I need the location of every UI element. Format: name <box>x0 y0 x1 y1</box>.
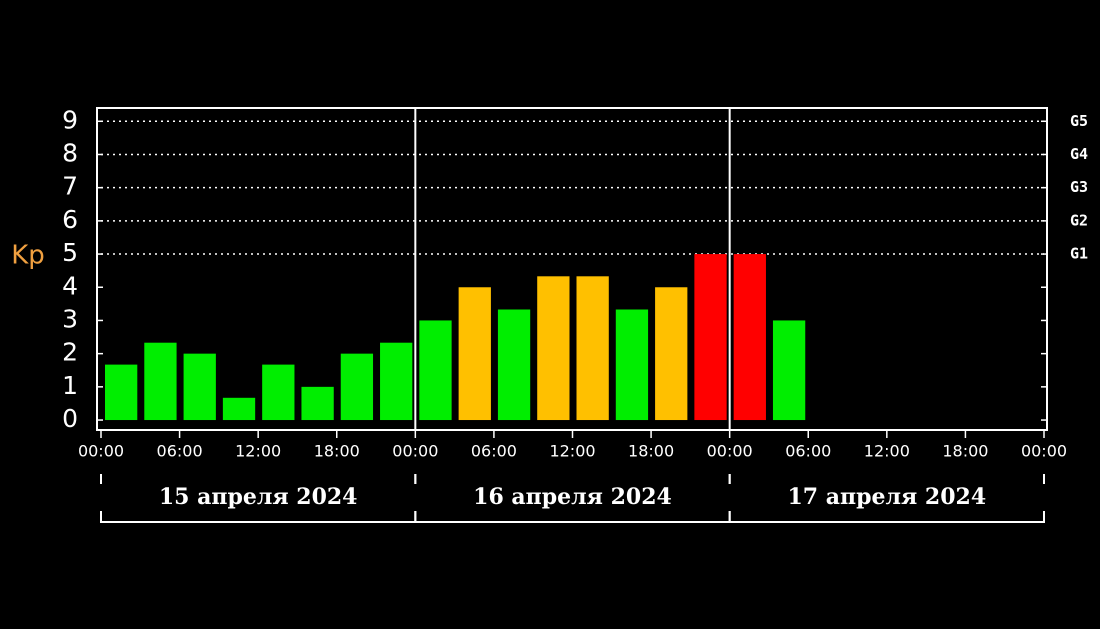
x-tick-label: 06:00 <box>785 442 831 461</box>
y-tick-label: 0 <box>62 404 78 433</box>
storm-level-label: G1 <box>1070 245 1088 263</box>
day-label: 16 апреля 2024 <box>473 484 672 510</box>
y-tick-label: 9 <box>62 105 78 134</box>
y-tick-label: 3 <box>62 304 78 333</box>
storm-level-label: G2 <box>1070 211 1088 229</box>
y-tick-label: 4 <box>62 271 78 300</box>
bar <box>380 342 413 421</box>
y-tick-label: 8 <box>62 138 78 167</box>
bar <box>733 254 766 421</box>
x-tick-label: 12:00 <box>235 442 281 461</box>
y-tick-label: 7 <box>62 172 78 201</box>
day-label: 17 апреля 2024 <box>787 484 986 510</box>
x-tick-label: 00:00 <box>1021 442 1067 461</box>
bar <box>144 342 177 421</box>
bar <box>537 276 570 421</box>
bar <box>340 353 374 421</box>
x-tick-label: 18:00 <box>314 442 360 461</box>
x-tick-label: 18:00 <box>942 442 988 461</box>
bar <box>772 320 806 421</box>
y-tick-label: 5 <box>62 238 78 267</box>
y-tick-label: 6 <box>62 205 78 234</box>
x-tick-label: 12:00 <box>864 442 910 461</box>
storm-level-label: G3 <box>1070 178 1088 196</box>
bar <box>615 309 649 421</box>
x-tick-label: 00:00 <box>392 442 438 461</box>
x-tick-label: 06:00 <box>471 442 517 461</box>
x-tick-label: 18:00 <box>628 442 674 461</box>
bar <box>458 287 491 421</box>
bar <box>694 254 727 421</box>
day-label: 15 апреля 2024 <box>159 484 358 510</box>
x-tick-label: 00:00 <box>78 442 124 461</box>
y-tick-label: 1 <box>62 371 78 400</box>
bar <box>576 276 609 421</box>
storm-level-label: G4 <box>1070 145 1088 163</box>
bar <box>105 364 138 421</box>
bar <box>655 287 688 421</box>
storm-level-label: G5 <box>1070 112 1088 130</box>
x-tick-label: 12:00 <box>549 442 595 461</box>
y-axis-label: Kp <box>11 241 45 271</box>
bar <box>222 397 256 421</box>
bar <box>497 309 531 421</box>
x-tick-label: 00:00 <box>707 442 753 461</box>
bar <box>419 320 452 421</box>
x-tick-label: 06:00 <box>157 442 203 461</box>
y-tick-label: 2 <box>62 338 78 367</box>
bar <box>183 353 216 421</box>
bar <box>262 364 295 421</box>
bar <box>301 386 334 421</box>
